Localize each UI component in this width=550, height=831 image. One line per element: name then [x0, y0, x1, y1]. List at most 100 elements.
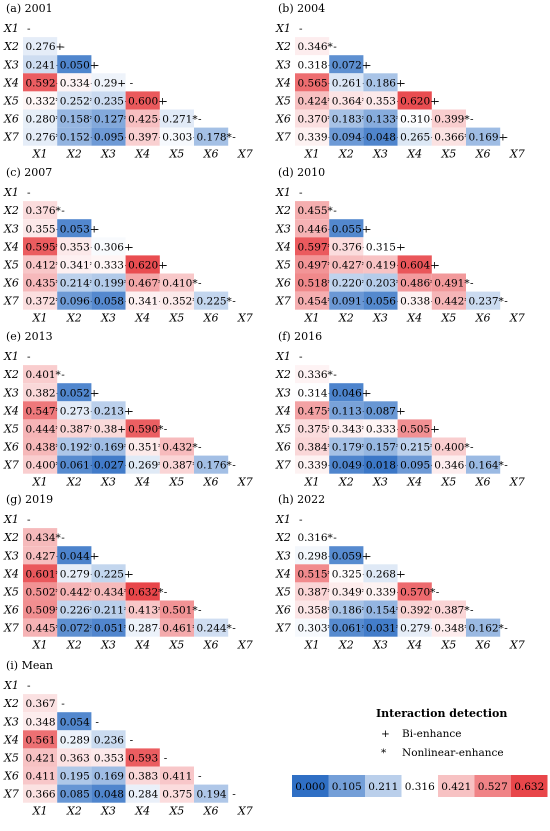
row-label: X6: [275, 441, 291, 454]
cell-value: 0.211*: [94, 605, 130, 617]
heatmap-cell: [23, 201, 58, 220]
col-label: X5: [168, 312, 184, 325]
cell-value: 0.158*: [60, 114, 96, 126]
row-label: X1: [275, 22, 291, 35]
col-label: X2: [338, 312, 354, 325]
colorbar-swatch: [511, 775, 548, 797]
cell-value: 0.048+: [366, 132, 405, 144]
diagonal-dash: -: [198, 442, 202, 454]
col-label: X2: [66, 476, 82, 489]
heatmap-cell: [23, 55, 58, 74]
col-label: X4: [406, 148, 422, 161]
cell-value: 0.353+: [60, 241, 99, 253]
heatmap-cell: [23, 383, 58, 402]
cell-value: 0.336*: [298, 369, 334, 381]
cell-value: 0.434*: [94, 586, 130, 598]
cell-value: 0.491*: [434, 278, 470, 290]
cell-value: 0.237*: [469, 296, 505, 308]
diagonal-dash: -: [367, 223, 371, 235]
row-label: X5: [3, 751, 19, 764]
cell-value: 0.600+: [128, 95, 167, 107]
heatmap-cell: [295, 528, 330, 547]
row-label: X1: [3, 22, 19, 35]
cell-value: 0.061+: [60, 460, 99, 472]
cell-value: 0.113+: [332, 405, 371, 417]
cell-value: 0.421: [26, 752, 56, 764]
cell-value: 0.214*: [60, 278, 96, 290]
diagonal-dash: -: [164, 586, 168, 598]
cell-value: 0.194: [197, 789, 227, 801]
legend-label: Bi-enhance: [402, 728, 461, 740]
heatmap-cell: [91, 784, 126, 803]
diagonal-dash: -: [402, 405, 406, 417]
diagonal-dash: -: [27, 187, 31, 199]
cell-value: 0.241+: [26, 59, 65, 71]
heatmap-cell: [397, 273, 432, 292]
diagonal-dash: -: [470, 278, 474, 290]
cell-value: 0.339+: [298, 132, 337, 144]
heatmap-cell: [91, 109, 126, 128]
row-label: X5: [275, 258, 291, 271]
heatmap-cell: [125, 91, 160, 110]
cell-value: 0.444*: [26, 423, 62, 435]
row-label: X2: [275, 40, 291, 53]
diagonal-dash: -: [130, 77, 134, 89]
diagonal-dash: -: [299, 187, 303, 199]
cell-value: 0.338+: [400, 296, 439, 308]
row-label: X7: [275, 295, 291, 308]
row-label: X4: [3, 567, 19, 580]
row-label: X5: [3, 94, 19, 107]
heatmap-cell: [397, 127, 432, 146]
col-label: X4: [134, 312, 150, 325]
heatmap-cell: [295, 237, 330, 256]
diagonal-dash: -: [470, 114, 474, 126]
heatmap-cell: [125, 273, 160, 292]
cell-value: 0.325+: [332, 568, 371, 580]
cell-value: 0.152+: [60, 132, 99, 144]
cell-value: 0.203*: [366, 278, 402, 290]
row-label: X2: [3, 697, 19, 710]
cell-value: 0.169+: [469, 132, 508, 144]
col-label: X1: [304, 148, 320, 161]
cell-value: 0.053+: [60, 223, 99, 235]
heatmap-cell: [363, 237, 398, 256]
heatmap-cell: [329, 219, 364, 238]
heatmap-cell: [329, 237, 364, 256]
diagonal-dash: -: [367, 550, 371, 562]
cell-value: 0.072*: [60, 623, 96, 635]
cell-value: 0.461*: [162, 623, 198, 635]
cell-value: 0.425+: [128, 114, 167, 126]
heatmap-cell: [295, 365, 330, 384]
row-label: X6: [3, 113, 19, 126]
cell-value: 0.178*: [197, 132, 233, 144]
row-label: X4: [3, 76, 19, 89]
col-label: X6: [203, 805, 219, 818]
heatmap-cell: [57, 437, 92, 456]
heatmap-cell: [295, 546, 330, 565]
heatmap-cell: [23, 109, 58, 128]
col-label: X3: [100, 639, 116, 652]
row-label: X1: [3, 186, 19, 199]
cell-value: 0.434*: [26, 532, 62, 544]
heatmap-cell: [363, 401, 398, 420]
cell-value: 0.315+: [366, 241, 405, 253]
cell-value: 0.387*: [298, 586, 334, 598]
diagonal-dash: -: [299, 351, 303, 363]
diagonal-dash: -: [232, 296, 236, 308]
heatmap-cell: [363, 73, 398, 92]
heatmap-cell: [125, 582, 160, 601]
col-label: X5: [440, 639, 456, 652]
heatmap-cell: [91, 255, 126, 274]
col-label: X1: [32, 805, 48, 818]
cell-value: 0.341*: [60, 259, 96, 271]
heatmap-cell: [159, 766, 194, 785]
cell-value: 0.382+: [26, 387, 65, 399]
heatmap-cell: [57, 273, 92, 292]
cell-value: 0.052+: [60, 387, 99, 399]
cell-value: 0.432*: [162, 442, 198, 454]
panel-title: (f) 2016: [278, 330, 322, 343]
diagonal-dash: -: [470, 605, 474, 617]
heatmap-cell: [363, 437, 398, 456]
